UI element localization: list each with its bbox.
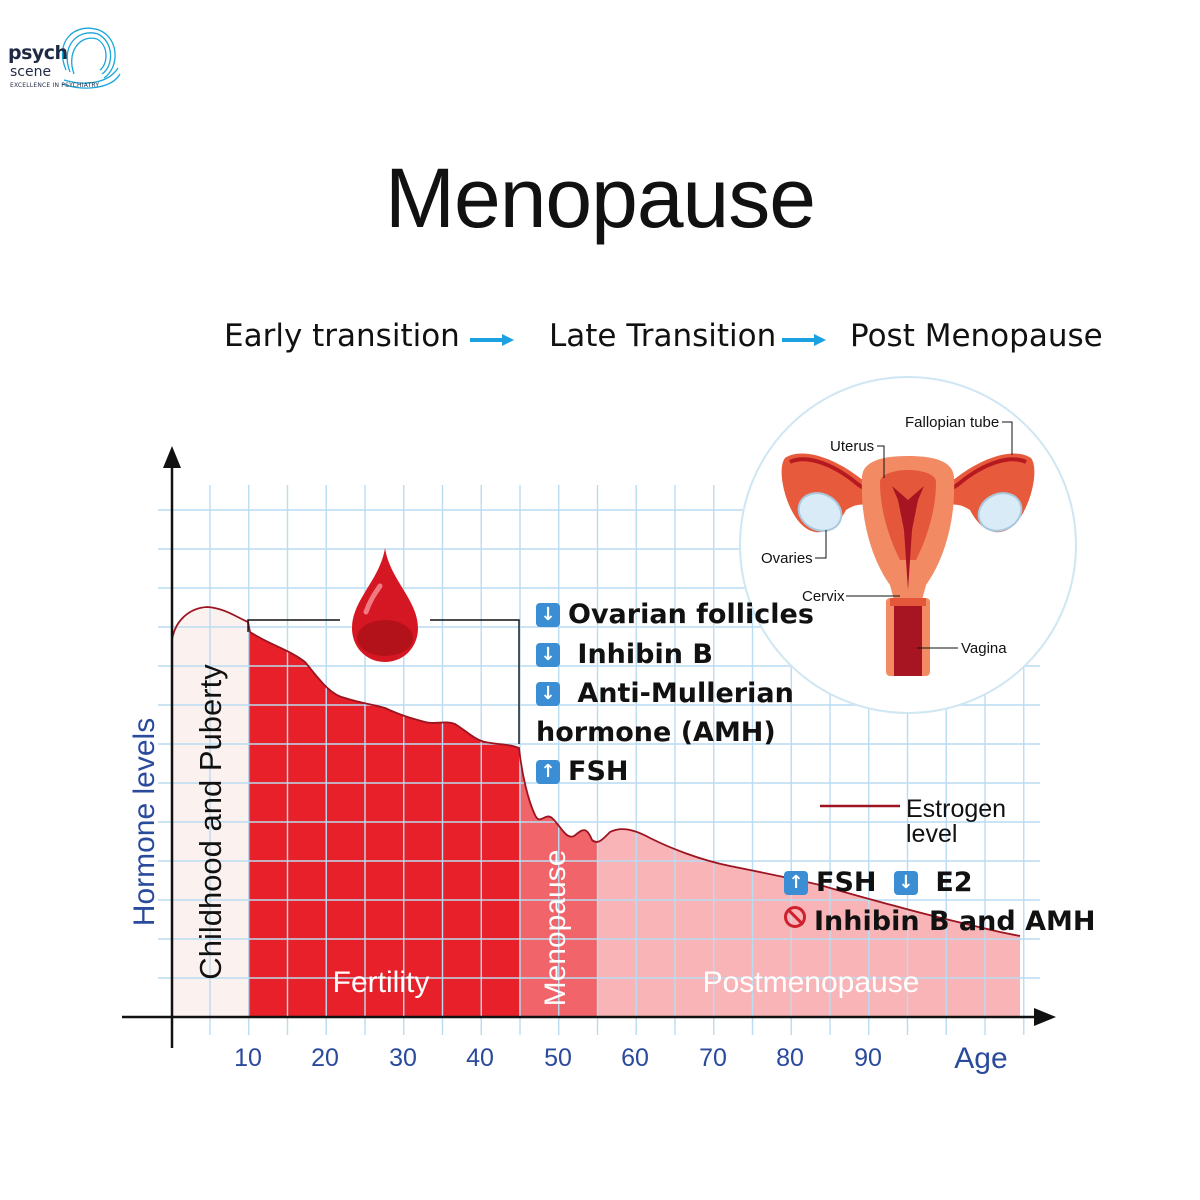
annotation-text: FSH [568,756,629,787]
x-tick-label: 20 [311,1044,339,1072]
annotation-text: Inhibin B [577,639,713,670]
uterus-label: Uterus [830,438,874,455]
fallopian-tube-label: Fallopian tube [905,414,999,431]
brand-name-line1: psych [8,42,68,64]
annotation-ovarian-follicles: ↓ Ovarian follicles [536,599,814,630]
right-arrow-icon [470,334,514,346]
x-tick-label: 90 [854,1044,882,1072]
annotation-inhibin-b: ↓ Inhibin B [536,639,713,670]
blood-drop-icon [352,548,418,662]
ovaries-label: Ovaries [761,550,813,567]
annotation-text: Ovarian follicles [568,599,814,630]
legend-estrogen-label: Estrogen [906,795,1006,823]
down-arrow-icon: ↓ [536,682,560,706]
x-tick-label: 40 [466,1044,494,1072]
fertility-phase-label: Fertility [333,966,430,999]
annotation-text: E2 [935,867,973,898]
annotation-text: FSH [816,867,877,898]
stage-late-transition: Late Transition [549,318,777,354]
childhood-phase-label: Childhood and Puberty [193,664,228,980]
x-tick-label: 10 [234,1044,262,1072]
fertility-bracket [430,619,520,744]
annotation-fsh-e2: ↑ FSH ↓ E2 [784,867,973,898]
fertility-bracket [247,619,340,632]
x-tick-label: 30 [389,1044,417,1072]
brand-tagline: EXCELLENCE IN PSYCHIATRY [10,82,100,89]
annotation-text: Inhibin B and AMH [814,906,1096,937]
y-axis-arrow-icon [163,446,181,468]
x-tick-label: 50 [544,1044,572,1072]
brand-name-line2: scene [10,64,52,80]
x-tick-label: 60 [621,1044,649,1072]
right-arrow-icon [782,334,826,346]
y-axis-label: Hormone levels [128,718,161,926]
page-title: Menopause [385,151,816,245]
stage-post-menopause: Post Menopause [850,318,1103,354]
chart-grid [158,485,1040,1035]
wave-logo-icon [61,27,121,89]
vagina-label: Vagina [961,640,1007,657]
x-axis-label: Age [954,1042,1007,1075]
annotation-amh: hormone (AMH) [536,717,776,748]
x-axis-arrow-icon [1034,1008,1056,1026]
cervix-label: Cervix [802,588,845,605]
annotation-fsh: ↑ FSH [536,756,629,787]
up-arrow-icon: ↑ [784,871,808,895]
legend-estrogen-label: level [906,820,957,848]
down-arrow-icon: ↓ [536,603,560,627]
x-tick-label: 80 [776,1044,804,1072]
down-arrow-icon: ↓ [893,871,918,895]
annotation-inhibin-amh-absent: Inhibin B and AMH [784,906,1095,937]
down-arrow-icon: ↓ [536,643,560,667]
postmenopause-phase-label: Postmenopause [703,966,920,999]
x-tick-label: 70 [699,1044,727,1072]
prohibited-icon [784,906,806,928]
annotation-text: hormone (AMH) [536,717,776,748]
annotation-anti-mullerian: ↓ Anti-Mullerian [536,678,794,709]
uterus-illustration: Fallopian tube Uterus Ovaries Cervix Vag… [739,376,1077,714]
annotation-text: Anti-Mullerian [577,678,794,709]
estrogen-curve [171,606,1021,937]
menopause-phase-label: Menopause [539,850,572,1007]
psych-scene-logo: psych scene EXCELLENCE IN PSYCHIATRY [4,12,124,92]
up-arrow-icon: ↑ [536,760,560,784]
stage-early-transition: Early transition [224,318,460,354]
